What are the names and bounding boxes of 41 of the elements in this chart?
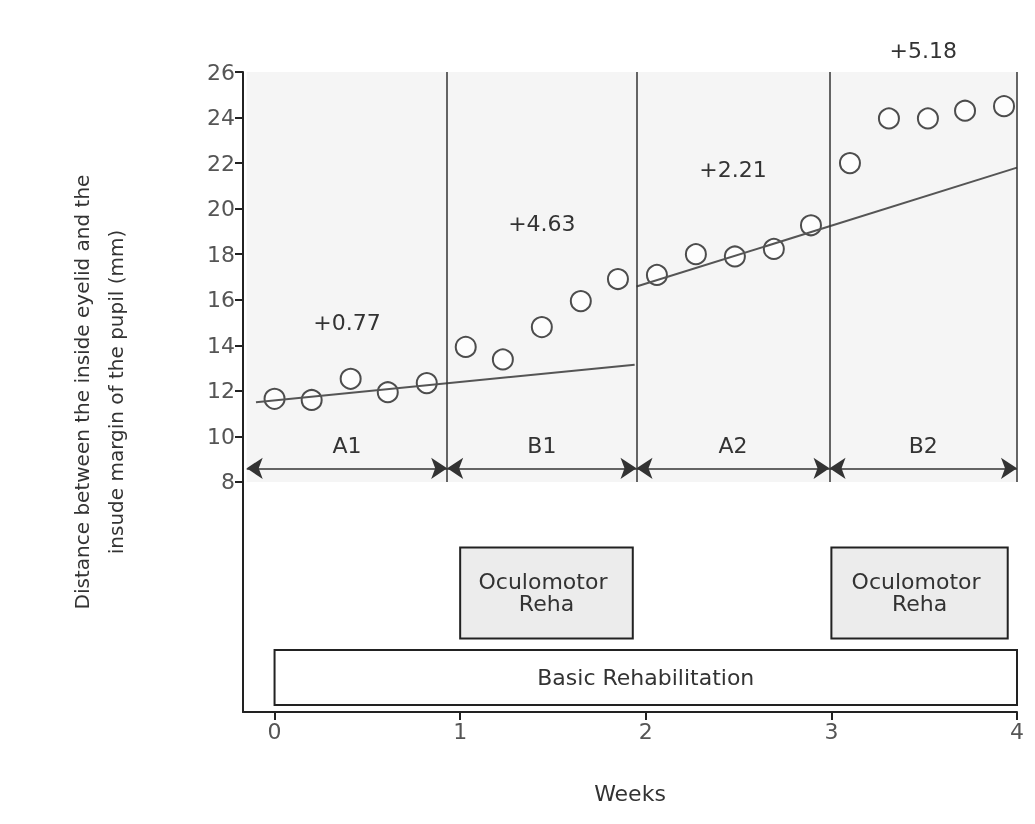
annotation: +2.21 xyxy=(699,156,767,182)
y-tick-label: 12 xyxy=(207,378,235,404)
point xyxy=(606,268,629,291)
y-tick-label: 20 xyxy=(207,196,235,222)
point xyxy=(877,107,900,130)
band-label: A1 xyxy=(332,432,362,458)
band-label: B1 xyxy=(527,432,557,458)
text: +5.18 xyxy=(889,37,957,63)
x-tick-label: 0 xyxy=(267,718,282,744)
point xyxy=(799,214,822,237)
y-axis-title: Distance between the inside eyelid and the insude margin of the pupil (mm) xyxy=(70,174,128,610)
y-tick-label: 14 xyxy=(207,332,235,358)
x-tick-label: 1 xyxy=(453,718,468,744)
point xyxy=(530,316,553,339)
annotation: +4.63 xyxy=(508,210,576,236)
y-tick-label: 24 xyxy=(207,105,235,131)
y-tick-label: 10 xyxy=(207,423,235,449)
point xyxy=(491,348,514,371)
point xyxy=(569,290,592,313)
y-tick-label: 16 xyxy=(207,287,235,313)
point xyxy=(993,95,1016,118)
point xyxy=(916,107,939,130)
band-label: Oculomotor Reha xyxy=(851,569,988,617)
x-tick-label: 3 xyxy=(824,718,839,744)
x-tick-label: 2 xyxy=(638,718,653,744)
point xyxy=(954,99,977,122)
band-label: Oculomotor Reha xyxy=(478,569,615,617)
point xyxy=(838,152,861,175)
band-label: Basic Rehabilitation xyxy=(537,664,755,690)
annotation: +0.77 xyxy=(313,310,381,336)
point xyxy=(684,243,707,266)
x-axis-title: Weeks xyxy=(594,780,666,806)
band-label: A2 xyxy=(718,432,748,458)
y-tick-label: 18 xyxy=(207,241,235,267)
y-tick-label: 8 xyxy=(221,469,235,495)
y-tick-label: 22 xyxy=(207,150,235,176)
x-tick-label: 4 xyxy=(1010,718,1024,744)
y-tick-label: 26 xyxy=(207,59,235,85)
point xyxy=(454,335,477,358)
point xyxy=(339,367,362,390)
band-label: B2 xyxy=(908,432,938,458)
